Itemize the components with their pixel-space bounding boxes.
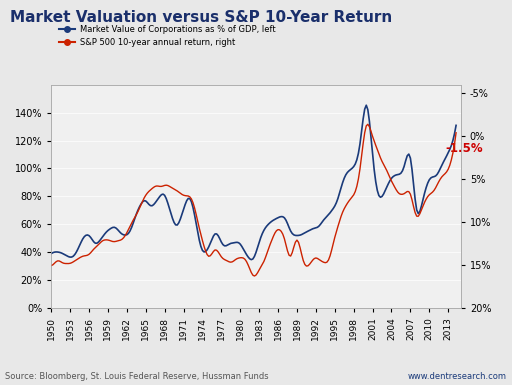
Text: www.dentresearch.com: www.dentresearch.com (408, 372, 507, 381)
Text: -1.5%: -1.5% (445, 142, 483, 155)
Text: Source: Bloomberg, St. Louis Federal Reserve, Hussman Funds: Source: Bloomberg, St. Louis Federal Res… (5, 372, 269, 381)
Text: Market Valuation versus S&P 10-Year Return: Market Valuation versus S&P 10-Year Retu… (10, 10, 393, 25)
Legend: Market Value of Corporations as % of GDP, left, S&P 500 10-year annual return, r: Market Value of Corporations as % of GDP… (55, 22, 279, 51)
